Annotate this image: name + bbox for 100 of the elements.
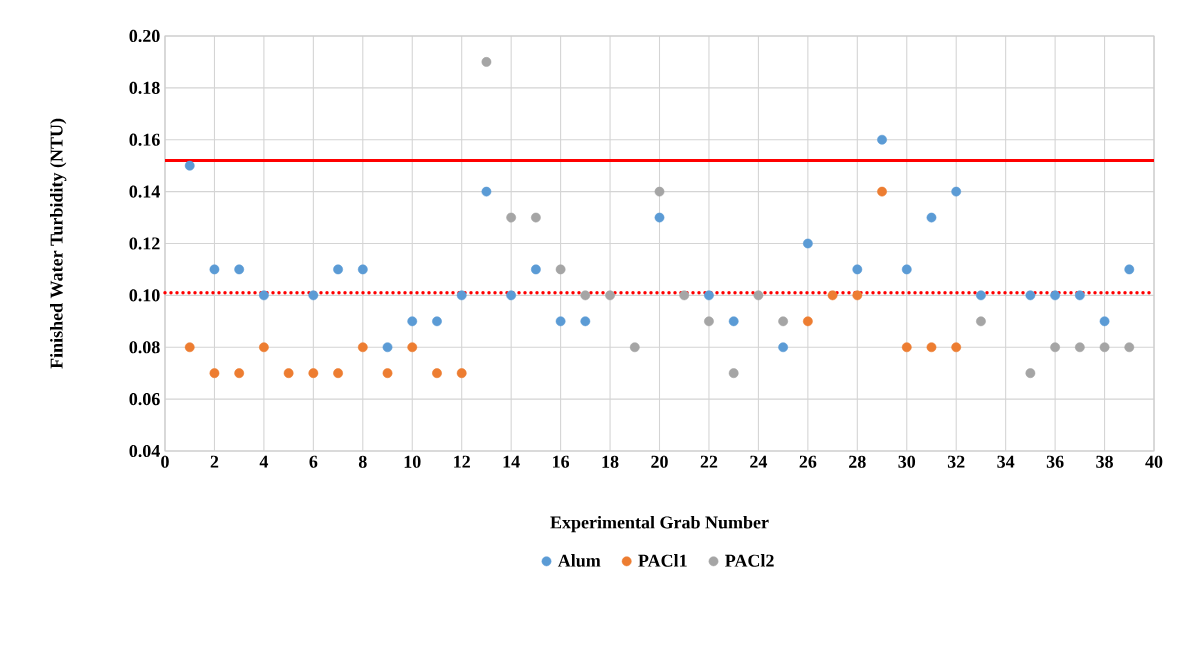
x-tick-label: 34 [997, 455, 1015, 468]
point [877, 186, 887, 197]
point [901, 264, 912, 275]
y-tick-label: 0.08 [129, 341, 160, 354]
x-axis-title: Experimental Grab Number [550, 515, 769, 533]
point [728, 368, 739, 379]
point [555, 264, 566, 275]
point [1074, 342, 1085, 353]
x-tick-label: 18 [602, 455, 619, 468]
y-tick-label: 0.12 [129, 237, 160, 250]
point [679, 290, 690, 301]
y-tick-label: 0.16 [129, 133, 160, 146]
point [802, 316, 813, 327]
x-tick-label: 10 [404, 455, 421, 468]
point [580, 316, 591, 327]
x-tick-label: 8 [358, 455, 367, 468]
x-tick-label: 20 [651, 455, 668, 468]
x-tick-label: 22 [700, 455, 718, 468]
point [456, 368, 467, 379]
x-tick-label: 40 [1145, 455, 1163, 468]
point [506, 212, 517, 223]
x-tick-label: 4 [259, 455, 269, 468]
point [407, 316, 418, 327]
x-tick-label: 0 [161, 455, 169, 468]
x-tick-label: 14 [503, 455, 520, 468]
point [976, 316, 986, 327]
point [704, 316, 714, 327]
x-tick-label: 24 [750, 455, 768, 468]
point [333, 264, 343, 275]
point [382, 368, 393, 379]
point [827, 290, 838, 301]
legend-label: PACl1 [638, 554, 687, 567]
point [1025, 368, 1036, 379]
point [1050, 290, 1060, 301]
point [432, 368, 442, 379]
legend-label: PACl2 [725, 554, 774, 567]
point [629, 342, 640, 353]
point [704, 290, 714, 301]
point [531, 264, 541, 275]
point [1099, 316, 1110, 327]
point [234, 264, 245, 275]
point [209, 264, 220, 275]
y-tick-label: 0.18 [129, 81, 160, 94]
point [184, 160, 195, 171]
point [753, 290, 764, 301]
point [308, 368, 319, 379]
point [778, 342, 788, 353]
x-tick-label: 12 [454, 455, 470, 468]
point [926, 212, 937, 223]
point [1124, 342, 1135, 353]
point [506, 290, 517, 301]
point [1025, 290, 1036, 301]
point [1074, 290, 1085, 301]
point [951, 186, 962, 197]
x-tick-label: 38 [1096, 455, 1113, 468]
y-tick-label: 0.04 [129, 444, 160, 458]
point [382, 342, 393, 353]
point [234, 368, 245, 379]
y-axis-title: Finished Water Turbidity (NTU) [50, 118, 67, 369]
point [778, 316, 788, 327]
point [259, 342, 269, 353]
x-tick-label: 6 [309, 455, 318, 468]
point [1124, 264, 1135, 275]
point [456, 290, 467, 301]
point [555, 316, 566, 327]
point [407, 342, 418, 353]
y-tick-label: 0.10 [129, 289, 160, 302]
point [209, 368, 220, 379]
y-tick-label: 0.14 [129, 185, 160, 198]
legend-label: Alum [557, 554, 601, 567]
point [1050, 342, 1060, 353]
point [654, 212, 665, 223]
point [654, 186, 665, 197]
x-tick-label: 26 [799, 455, 817, 468]
y-tick-label: 0.06 [129, 393, 160, 406]
point [901, 342, 912, 353]
point [531, 212, 541, 223]
point [951, 342, 962, 353]
point [481, 186, 492, 197]
point [432, 316, 442, 327]
y-tick-label: 0.20 [129, 29, 160, 43]
point [1099, 342, 1110, 353]
point [481, 57, 492, 67]
x-tick-label: 28 [849, 455, 866, 468]
point [184, 342, 195, 353]
point [259, 290, 269, 301]
x-tick-label: 30 [898, 455, 916, 468]
point [852, 290, 863, 301]
point [283, 368, 294, 379]
point [308, 290, 319, 301]
point [926, 342, 937, 353]
point [728, 316, 739, 327]
point [976, 290, 986, 301]
point [357, 264, 368, 275]
x-tick-label: 16 [553, 455, 570, 468]
point [605, 290, 615, 301]
x-tick-label: 32 [947, 455, 965, 468]
point [852, 264, 863, 275]
point [877, 134, 887, 145]
point [357, 342, 368, 353]
